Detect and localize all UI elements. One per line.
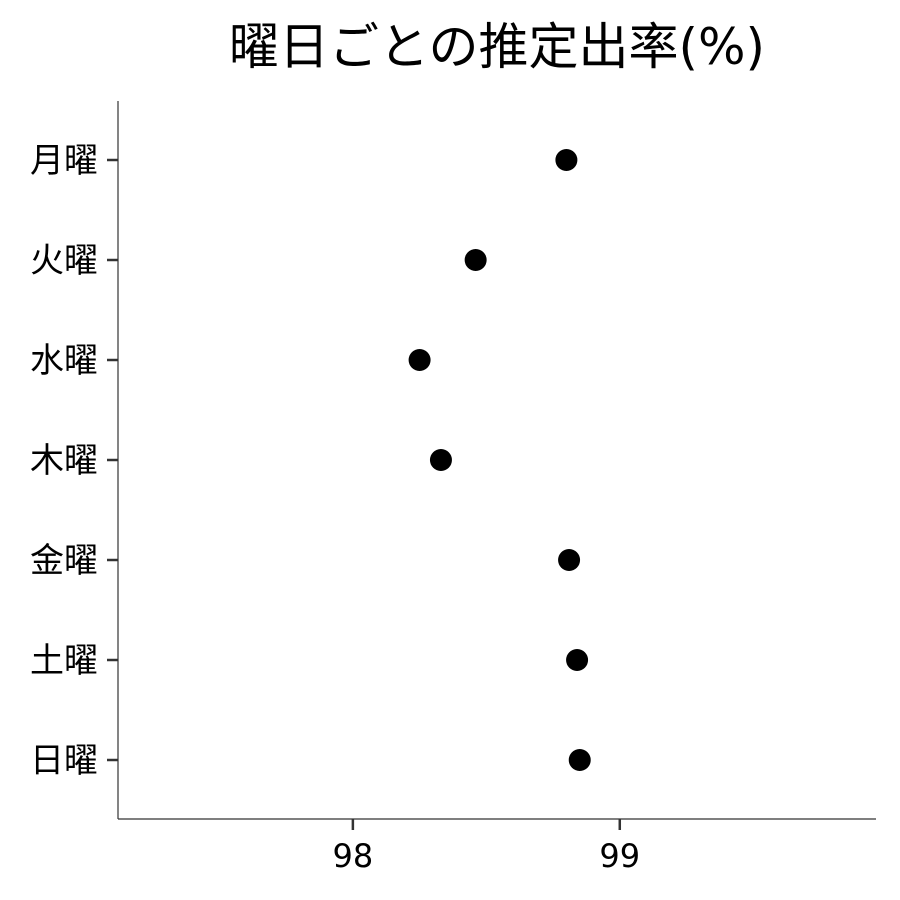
x-tick-label: 98 bbox=[333, 837, 374, 875]
data-point bbox=[429, 449, 452, 471]
y-tick-label: 水曜 bbox=[30, 341, 98, 381]
y-tick-label: 木曜 bbox=[30, 441, 98, 481]
data-point bbox=[408, 349, 431, 371]
y-axis-ticks bbox=[107, 158, 118, 762]
x-axis-tick-labels: 98 99 bbox=[333, 837, 641, 875]
data-point bbox=[566, 649, 589, 671]
x-axis-ticks bbox=[351, 819, 622, 830]
y-tick-label: 月曜 bbox=[30, 141, 98, 181]
data-point bbox=[555, 149, 578, 171]
data-point bbox=[464, 249, 487, 271]
y-tick-label: 金曜 bbox=[30, 541, 98, 581]
x-tick-label: 99 bbox=[599, 837, 640, 875]
y-tick-label: 土曜 bbox=[30, 641, 98, 681]
y-tick-label: 火曜 bbox=[30, 241, 98, 281]
y-tick-label: 日曜 bbox=[30, 741, 98, 781]
data-points bbox=[408, 149, 591, 771]
data-point bbox=[568, 749, 591, 771]
chart-title: 曜日ごとの推定出率(%) bbox=[229, 18, 765, 76]
data-point bbox=[558, 549, 581, 571]
